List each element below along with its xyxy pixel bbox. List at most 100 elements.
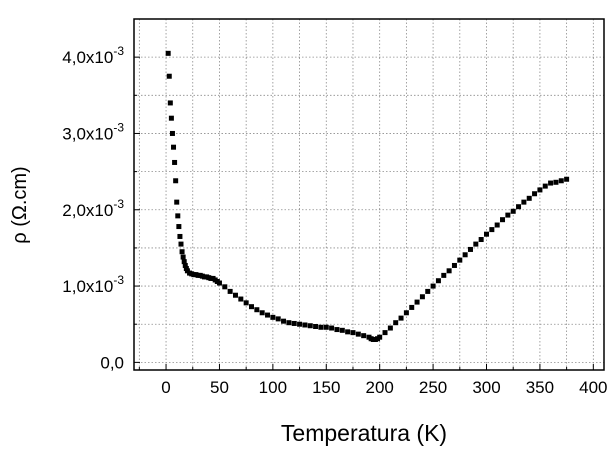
data-point	[537, 187, 543, 193]
x-tick-label: 300	[472, 378, 500, 397]
data-point	[350, 330, 356, 336]
data-point	[182, 262, 188, 268]
data-point	[521, 199, 527, 205]
data-point	[398, 315, 404, 321]
data-point	[181, 259, 187, 265]
data-point	[355, 331, 361, 337]
data-point	[494, 222, 500, 228]
x-tick-label: 200	[365, 378, 393, 397]
data-point	[500, 217, 506, 223]
data-point	[435, 278, 441, 284]
data-point	[558, 178, 564, 184]
data-point	[425, 288, 431, 294]
y-tick-label: 1,0x10-3	[62, 273, 124, 296]
data-point	[169, 130, 175, 136]
x-tick-label: 0	[161, 378, 170, 397]
grid	[134, 19, 604, 370]
data-point	[334, 327, 340, 333]
x-tick-label: 100	[259, 378, 287, 397]
data-point	[275, 316, 281, 322]
data-point	[313, 324, 319, 330]
data-point	[176, 224, 182, 230]
data-point	[393, 320, 399, 326]
data-point	[174, 199, 180, 205]
x-tick-label: 150	[312, 378, 340, 397]
data-point	[307, 323, 313, 329]
data-point	[249, 304, 254, 310]
data-point	[548, 180, 554, 186]
y-tick-label: 2,0x10-3	[62, 197, 124, 220]
data-point	[462, 252, 468, 258]
data-point	[175, 213, 181, 219]
data-point	[178, 241, 184, 247]
data-point	[243, 300, 249, 306]
data-point	[329, 325, 335, 331]
data-point	[473, 241, 479, 247]
data-point	[553, 179, 559, 185]
data-point	[259, 310, 265, 316]
data-point	[179, 249, 185, 255]
data-point	[387, 325, 393, 331]
data-point	[167, 100, 173, 106]
data-point	[171, 144, 177, 150]
data-point	[281, 318, 287, 324]
data-point	[419, 294, 425, 300]
data-point	[414, 299, 420, 305]
data-point	[467, 246, 473, 252]
x-tick-labels: 0 50 100 150 200 250 300 350 400	[161, 378, 607, 397]
data-point	[489, 227, 495, 233]
data-point	[265, 312, 271, 318]
data-point	[238, 296, 244, 302]
data-point	[484, 231, 489, 237]
x-axis-title: Temperatura (K)	[281, 420, 447, 446]
data-point	[564, 176, 570, 182]
data-point	[254, 307, 260, 313]
data-point	[270, 314, 276, 320]
data-point	[403, 310, 409, 316]
data-point	[510, 208, 516, 214]
x-tick-label: 250	[419, 378, 447, 397]
data-point	[232, 292, 238, 298]
data-point	[339, 327, 345, 333]
data-point	[297, 321, 303, 327]
data-point	[291, 320, 297, 326]
data-point	[227, 288, 233, 294]
x-tick-label: 350	[526, 378, 554, 397]
data-point	[323, 324, 329, 330]
data-point	[345, 329, 351, 335]
data-point	[516, 204, 522, 210]
data-point	[180, 254, 186, 260]
data-points	[165, 50, 570, 342]
x-tick-label: 50	[210, 378, 229, 397]
data-point	[318, 324, 324, 330]
data-point	[451, 262, 457, 268]
data-point	[542, 183, 548, 189]
data-point	[361, 333, 367, 339]
y-axis-title: ρ (Ω.cm)	[9, 166, 31, 243]
data-point	[172, 159, 178, 165]
data-point	[216, 280, 222, 286]
data-point	[441, 272, 447, 278]
data-point	[446, 268, 452, 274]
data-point	[526, 195, 532, 201]
data-point	[286, 320, 292, 326]
data-point	[173, 178, 179, 184]
data-point	[168, 115, 174, 121]
plot-frame	[133, 18, 605, 371]
data-point	[478, 237, 484, 243]
data-point	[457, 257, 463, 263]
y-tick-labels: 0,0 1,0x10-3 2,0x10-3 3,0x10-3 4,0x10-3	[62, 44, 124, 372]
x-tick-label: 400	[579, 378, 607, 397]
axis-ticks	[134, 56, 594, 370]
data-point	[505, 212, 511, 218]
data-point	[382, 330, 388, 336]
data-point	[165, 50, 171, 56]
data-point	[532, 191, 538, 197]
data-point	[430, 283, 436, 289]
data-point	[177, 233, 183, 239]
data-point	[166, 73, 172, 79]
y-tick-label: 4,0x10-3	[62, 44, 124, 67]
y-tick-label: 3,0x10-3	[62, 120, 124, 143]
data-point	[302, 322, 308, 328]
